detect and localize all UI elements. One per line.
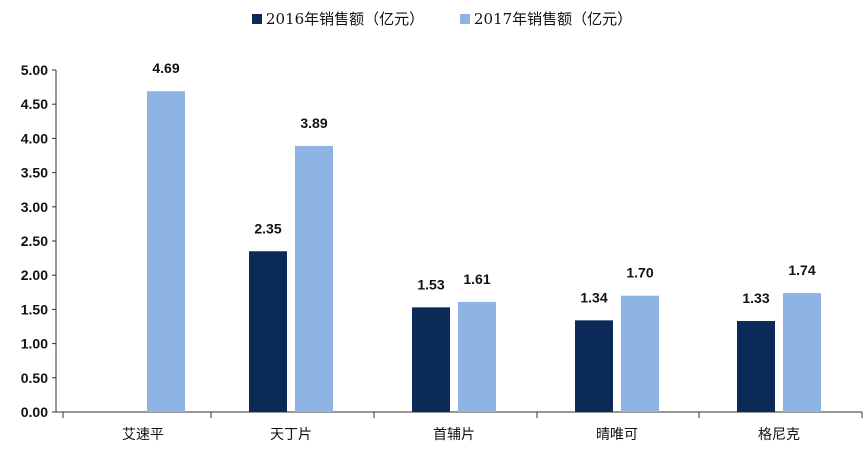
- category-label-2: 首辅片: [433, 427, 475, 443]
- y-tick-label-1: 0.50: [21, 370, 48, 386]
- y-tick-label-10: 5.00: [21, 62, 48, 78]
- bar-1-0: [147, 91, 185, 412]
- data-label-0-3: 1.34: [580, 289, 607, 305]
- category-label-1: 天丁片: [270, 427, 312, 443]
- bar-0-3: [575, 320, 613, 412]
- bar-0-1: [249, 251, 287, 412]
- data-label-1-1: 3.89: [300, 115, 327, 131]
- legend-swatch-1: [460, 14, 470, 24]
- y-tick-label-6: 3.00: [21, 199, 48, 215]
- data-label-1-3: 1.70: [626, 265, 653, 281]
- y-tick-label-7: 3.50: [21, 165, 48, 181]
- bar-0-4: [737, 321, 775, 412]
- bar-0-2: [412, 307, 450, 412]
- data-label-0-4: 1.33: [742, 290, 769, 306]
- bar-1-2: [458, 301, 496, 412]
- legend-label-1: 2017年销售额（亿元）: [474, 10, 632, 28]
- legend-swatch-0: [252, 14, 262, 24]
- legend-label-0: 2016年销售额（亿元）: [266, 10, 424, 28]
- bar-1-3: [621, 295, 659, 412]
- bar-1-4: [783, 292, 821, 412]
- y-tick-label-5: 2.50: [21, 233, 48, 249]
- y-tick-label-8: 4.00: [21, 130, 48, 146]
- y-tick-label-9: 4.50: [21, 96, 48, 112]
- y-tick-label-2: 1.00: [21, 336, 48, 352]
- y-tick-label-3: 1.50: [21, 301, 48, 317]
- category-label-4: 格尼克: [758, 427, 800, 443]
- category-label-3: 晴唯可: [596, 427, 638, 443]
- data-label-0-1: 2.35: [254, 220, 281, 236]
- y-tick-label-0: 0.00: [21, 404, 48, 420]
- data-label-1-2: 1.61: [463, 271, 490, 287]
- bar-1-1: [295, 145, 333, 412]
- y-tick-label-4: 2.00: [21, 267, 48, 283]
- data-label-1-4: 1.74: [788, 262, 815, 278]
- data-label-1-0: 4.69: [152, 60, 179, 76]
- data-label-0-2: 1.53: [417, 276, 444, 292]
- category-label-0: 艾速平: [122, 427, 164, 443]
